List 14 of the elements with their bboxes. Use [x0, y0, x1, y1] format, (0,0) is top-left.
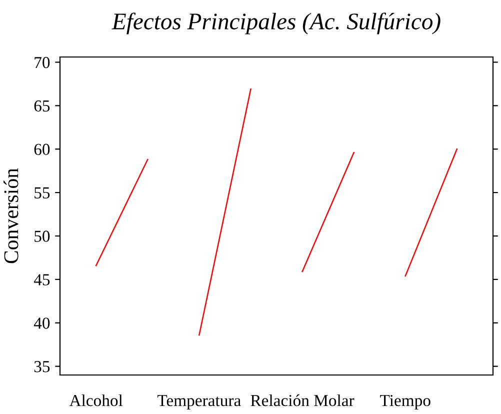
y-tick-label: 45	[34, 274, 50, 286]
y-tick-label: 35	[34, 361, 50, 372]
y-tick-label: 70	[34, 56, 50, 68]
y-tick-label: 60	[34, 144, 50, 156]
x-tick-label: Relación Molar	[250, 394, 354, 406]
x-tick-label: Alcohol	[69, 394, 123, 406]
chart-title: Efectos Principales (Ac. Sulfúrico)	[112, 12, 440, 34]
y-tick-label: 50	[34, 230, 50, 242]
y-tick-label: 65	[34, 100, 50, 112]
x-tick-label: Temperatura	[158, 395, 241, 410]
x-tick-label: Tiempo	[380, 394, 430, 410]
y-axis-title: Conversión	[4, 168, 18, 264]
y-tick-label: 40	[34, 318, 50, 329]
y-tick-label: 55	[34, 187, 50, 198]
